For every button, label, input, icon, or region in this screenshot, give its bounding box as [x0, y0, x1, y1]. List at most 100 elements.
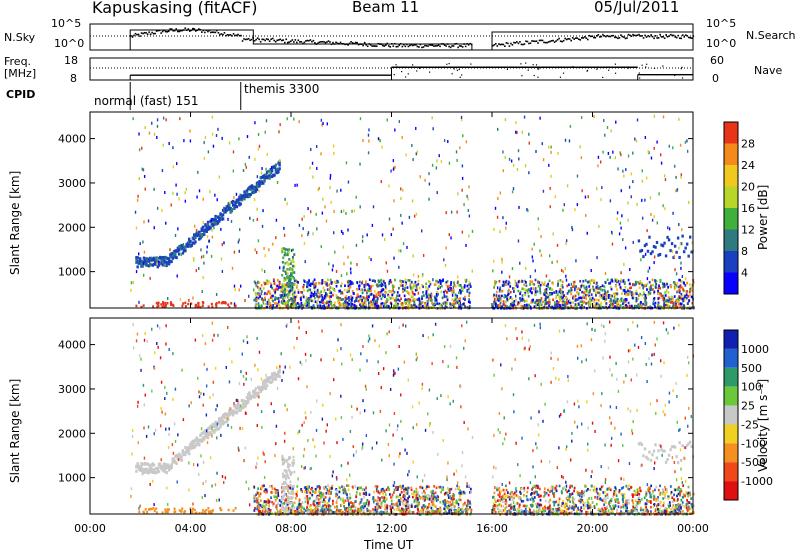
scatter-cell — [177, 245, 181, 249]
scatter-cell — [219, 217, 222, 221]
echo-cell — [407, 297, 410, 301]
scatter-cell — [654, 245, 657, 249]
noise-point — [297, 39, 300, 42]
echo-cell — [414, 306, 417, 309]
echo-cell — [376, 301, 379, 305]
scatter-cell — [278, 163, 281, 167]
echo-cell — [351, 503, 354, 507]
scatter-cell — [654, 443, 657, 447]
noise-point — [546, 41, 548, 44]
echo-cell — [643, 292, 646, 296]
sparse-cell — [350, 261, 352, 265]
noise-point — [207, 30, 209, 33]
echo-cell — [511, 301, 513, 305]
noise-point — [570, 39, 572, 42]
sparse-cell — [575, 298, 577, 302]
echo-cell — [616, 278, 618, 282]
sparse-cell — [263, 270, 266, 274]
echo-cell — [502, 280, 505, 284]
scatter-cell — [223, 207, 226, 211]
noise-point — [255, 38, 257, 41]
echo-cell — [279, 293, 282, 297]
sparse-cell — [215, 293, 218, 297]
sparse-cell — [184, 191, 186, 195]
echo-cell — [610, 304, 612, 308]
echo-cell — [650, 505, 652, 509]
scatter-cell — [240, 198, 244, 202]
echo-cell — [360, 304, 362, 307]
echo-cell — [539, 283, 542, 287]
echo-cell — [663, 491, 666, 495]
sparse-cell — [665, 290, 667, 294]
echo-cell — [355, 299, 357, 302]
echo-cell — [445, 303, 448, 307]
echo-cell — [548, 304, 550, 307]
echo-cell — [426, 494, 428, 497]
echo-cell — [626, 487, 629, 491]
echo-cell — [642, 291, 645, 294]
sparse-cell — [496, 286, 499, 290]
echo-cell — [288, 248, 291, 251]
echo-cell — [691, 505, 693, 509]
echo-cell — [529, 280, 532, 283]
scatter-cell — [135, 256, 138, 260]
sparse-cell — [585, 213, 587, 217]
noise-point — [574, 37, 577, 39]
echo-cell — [598, 291, 601, 295]
sparse-cell — [609, 281, 612, 285]
sparse-cell — [228, 141, 231, 145]
echo-cell — [512, 287, 514, 290]
noise-point — [234, 34, 236, 37]
sparse-cell — [169, 248, 171, 252]
noise-point — [437, 44, 440, 47]
echo-cell — [552, 282, 555, 285]
scatter-cell — [265, 376, 269, 380]
sparse-cell — [373, 294, 375, 298]
echo-cell — [528, 510, 531, 514]
echo-cell — [667, 503, 670, 506]
echo-cell — [364, 504, 366, 508]
scatter-cell — [252, 190, 255, 194]
echo-cell — [291, 257, 294, 261]
echo-cell — [568, 492, 571, 496]
noise-point — [535, 40, 538, 42]
noise-point — [130, 35, 132, 37]
echo-cell — [570, 305, 573, 308]
echo-cell — [603, 296, 606, 299]
echo-cell — [459, 289, 461, 292]
scatter-cell — [228, 413, 231, 417]
echo-cell — [585, 510, 588, 514]
echo-cell — [335, 509, 338, 512]
scatter-cell — [651, 250, 654, 254]
echo-cell — [620, 278, 623, 282]
echo-cell — [360, 301, 363, 304]
echo-cell — [626, 509, 628, 513]
echo-cell — [314, 293, 317, 296]
noise-point — [161, 30, 164, 33]
scatter-cell — [248, 391, 251, 395]
sparse-cell — [620, 153, 622, 157]
echo-cell — [442, 500, 445, 503]
sparse-cell — [620, 271, 622, 275]
scatter-cell — [269, 375, 273, 379]
echo-cell — [569, 301, 572, 305]
sparse-cell — [201, 290, 203, 294]
sparse-cell — [278, 130, 280, 134]
echo-cell — [323, 301, 325, 304]
scatter-cell — [231, 413, 235, 417]
sparse-cell — [550, 145, 552, 149]
scatter-cell — [193, 445, 196, 449]
echo-cell — [506, 296, 508, 299]
echo-cell — [280, 295, 282, 299]
echo-cell — [381, 283, 384, 286]
scatter-cell — [250, 184, 254, 188]
scatter-cell — [264, 387, 268, 391]
noise-point — [430, 44, 432, 46]
sparse-cell — [524, 266, 527, 270]
sparse-cell — [238, 137, 240, 141]
scatter-cell — [201, 233, 205, 237]
scatter-cell — [135, 260, 138, 264]
echo-cell — [608, 304, 611, 307]
echo-cell — [469, 487, 472, 491]
scatter-cell — [228, 207, 231, 211]
